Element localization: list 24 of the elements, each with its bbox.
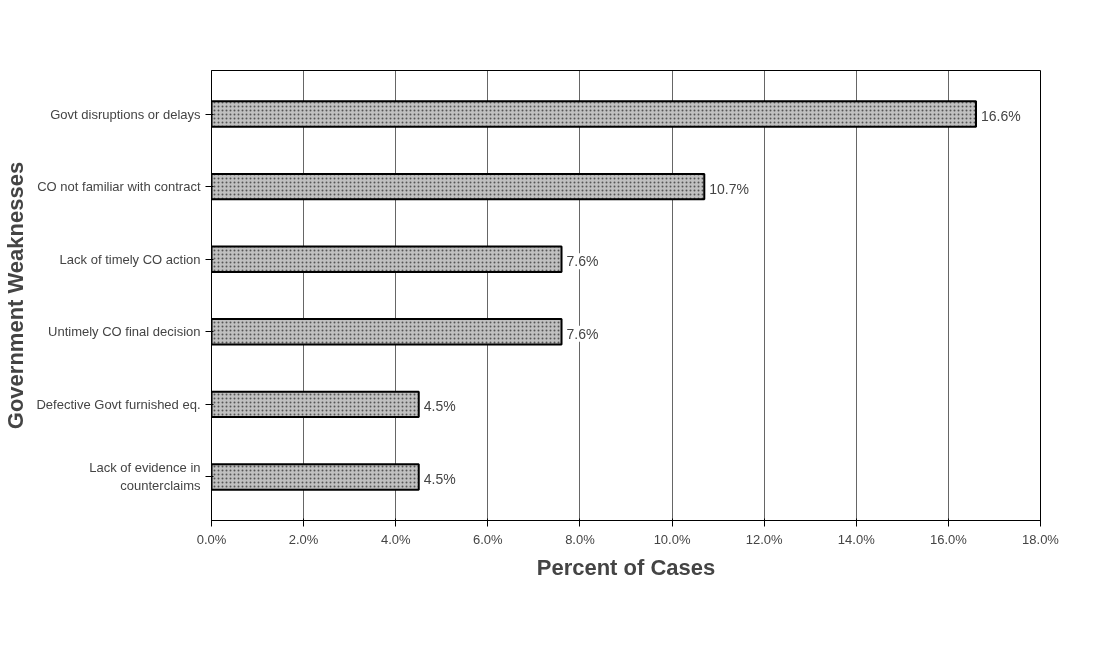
data-label: 7.6% <box>566 325 599 342</box>
x-tick-label: 6.0% <box>473 531 504 547</box>
y-tick-label: CO not familiar with contract <box>37 179 201 195</box>
data-label: 4.5% <box>423 470 456 487</box>
data-label: 16.6% <box>981 108 1021 125</box>
data-label: 10.7% <box>709 180 749 197</box>
x-tick-label: 2.0% <box>288 531 319 547</box>
y-axis-title: Government Weaknesses <box>3 161 29 430</box>
x-tick-label: 16.0% <box>929 531 968 547</box>
y-tick-label: Govt disruptions or delays <box>50 106 201 122</box>
y-tick-label: Defective Govt furnished eq. <box>36 396 201 412</box>
y-tick-label: Untimely CO final decision <box>48 324 201 340</box>
x-tick-label: 0.0% <box>196 531 227 547</box>
y-tick-label: Lack of evidence in counterclaims <box>89 460 201 494</box>
x-axis-title: Percent of Cases <box>536 554 716 580</box>
x-tick-label: 18.0% <box>1022 531 1060 547</box>
y-tick-label: Lack of timely CO action <box>59 251 201 267</box>
x-tick-label: 8.0% <box>565 531 596 547</box>
x-tick-label: 14.0% <box>837 531 876 547</box>
data-label: 4.5% <box>423 398 456 415</box>
x-tick-label: 10.0% <box>653 531 691 547</box>
x-tick-label: 4.0% <box>380 531 411 547</box>
x-tick-label: 12.0% <box>745 531 784 547</box>
data-label: 7.6% <box>566 253 599 270</box>
